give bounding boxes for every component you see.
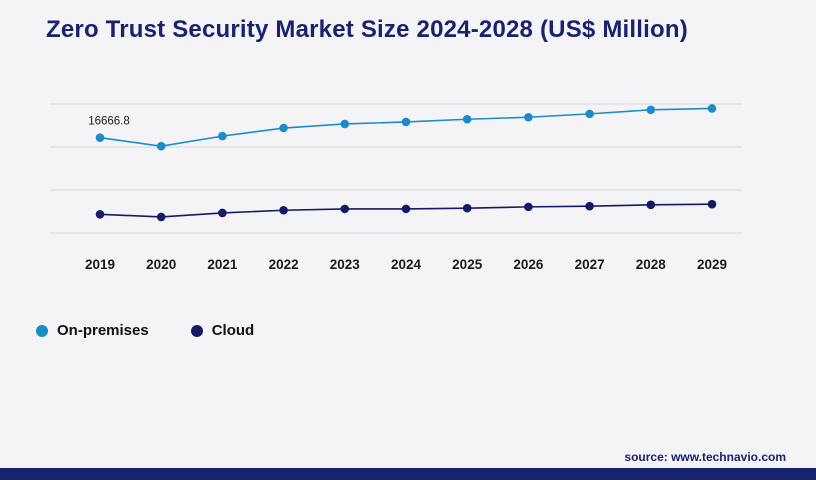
- data-point-cloud: [646, 200, 656, 210]
- x-axis-label: 2020: [146, 257, 176, 272]
- data-point-on-premises: [156, 141, 166, 151]
- data-point-on-premises: [95, 133, 105, 142]
- x-axis-label: 2025: [452, 257, 483, 272]
- data-point-on-premises: [340, 119, 350, 129]
- data-point-cloud: [340, 204, 350, 214]
- x-axis-label: 2023: [330, 257, 361, 272]
- chart-title: Zero Trust Security Market Size 2024-202…: [46, 16, 688, 43]
- data-point-on-premises: [585, 109, 594, 119]
- legend-item-on-premises: On-premises: [36, 322, 149, 339]
- legend-marker-cloud-icon: [190, 324, 203, 337]
- footer-bar: [0, 468, 816, 480]
- data-point-cloud: [156, 212, 166, 222]
- series-line-on-premises: [99, 107, 713, 148]
- data-point-cloud: [524, 202, 533, 212]
- data-point-cloud: [218, 208, 227, 218]
- data-point-on-premises: [524, 112, 533, 122]
- legend: On-premises Cloud: [36, 322, 254, 339]
- data-point-on-premises: [279, 123, 288, 133]
- x-axis-label: 2026: [513, 257, 544, 272]
- data-point-cloud: [585, 201, 594, 211]
- data-point-cloud: [401, 204, 411, 214]
- x-axis-label: 2022: [269, 257, 299, 272]
- x-axis-label: 2028: [636, 257, 667, 272]
- source-attribution: source: www.technavio.com: [624, 450, 786, 464]
- data-point-cloud: [707, 199, 717, 209]
- x-axis-label: 2029: [697, 257, 727, 272]
- legend-label-on-premises: On-premises: [57, 322, 149, 339]
- data-point-cloud: [279, 205, 288, 215]
- data-point-on-premises: [218, 131, 227, 141]
- x-axis-label: 2021: [207, 257, 238, 272]
- data-point-on-premises: [401, 117, 411, 127]
- data-point-on-premises: [646, 105, 656, 115]
- data-point-on-premises: [462, 114, 472, 124]
- data-point-cloud: [462, 203, 472, 213]
- legend-label-cloud: Cloud: [211, 322, 255, 339]
- x-axis-label: 2019: [85, 257, 115, 272]
- data-label: 16666.8: [88, 116, 130, 128]
- legend-item-cloud: Cloud: [190, 322, 255, 339]
- x-axis-label: 2027: [575, 257, 605, 272]
- legend-marker-on-premises-icon: [36, 324, 48, 337]
- data-point-cloud: [95, 209, 105, 219]
- data-point-on-premises: [707, 104, 717, 113]
- x-axis-label: 2024: [391, 257, 422, 272]
